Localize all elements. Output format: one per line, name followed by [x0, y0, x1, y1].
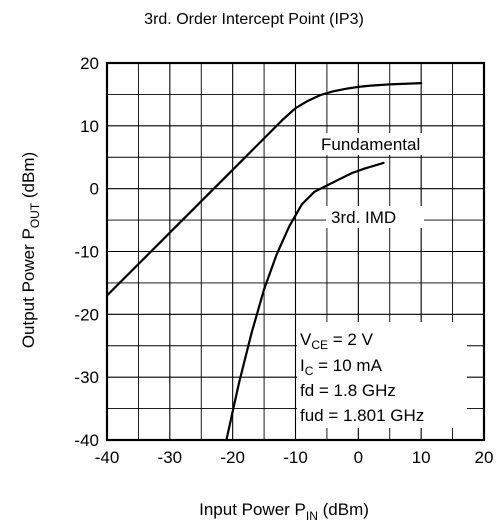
condition-fud: fud = 1.801 GHz	[300, 406, 424, 425]
plot-frame	[105, 61, 486, 442]
y-axis-label: Output Power POUT (dBm)	[19, 152, 42, 348]
y-tick-label: -40	[74, 431, 99, 450]
y-tick-label: 20	[80, 54, 99, 73]
imd-line	[225, 161, 385, 442]
y-tick-label: 10	[80, 117, 99, 136]
x-tick-label: 0	[354, 448, 363, 467]
y-tick-label: -20	[74, 305, 99, 324]
x-tick-label: -20	[220, 448, 245, 467]
conditions-box	[297, 322, 467, 428]
condition-vce: VCE = 2 V	[300, 330, 374, 352]
fundamental-label: Fundamental	[321, 135, 420, 154]
condition-ic: IC = 10 mA	[300, 356, 383, 378]
fundamental-label-bg	[318, 133, 450, 155]
series-lines	[105, 81, 423, 442]
chart-title: 3rd. Order Intercept Point (IP3)	[144, 11, 364, 28]
condition-fd: fd = 1.8 GHz	[300, 381, 396, 400]
imd-label: 3rd. IMD	[331, 208, 396, 227]
y-tick-label: -30	[74, 368, 99, 387]
fundamental-line	[105, 81, 423, 297]
x-tick-label: -10	[283, 448, 308, 467]
tick-labels: -40 -30 -20 -10 0 10 20 20 10 0 -10 -20 -30 -40	[74, 54, 493, 467]
y-tick-label: -10	[74, 243, 99, 262]
x-tick-label: 10	[412, 448, 431, 467]
x-tick-label: -40	[95, 448, 120, 467]
imd-label-bg	[326, 206, 424, 228]
x-tick-label: 20	[475, 448, 494, 467]
x-axis-label: Input Power PIN (dBm)	[199, 500, 369, 523]
y-tick-label: 0	[90, 180, 99, 199]
x-tick-label: -30	[158, 448, 183, 467]
